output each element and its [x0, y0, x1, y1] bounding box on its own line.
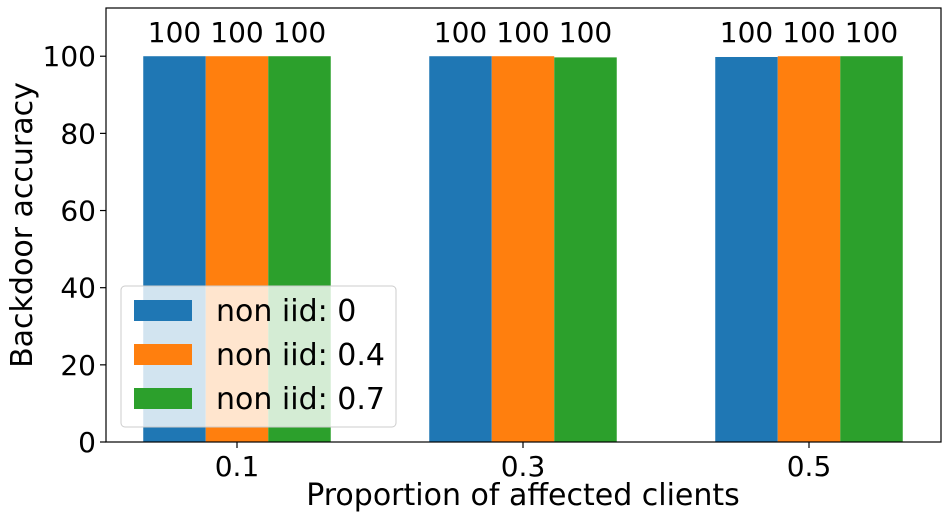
y-tick-label: 0: [78, 426, 96, 459]
bar-1-0-5: [715, 56, 778, 443]
legend: non iid: 0 non iid: 0.4 non iid: 0.7: [120, 285, 397, 428]
bar-value-label: 100: [434, 16, 487, 49]
legend-swatch-non-iid-0-7: [134, 388, 192, 409]
bar-1-0-3: [429, 56, 492, 442]
bar-value-label: 100: [496, 16, 549, 49]
y-tick-label: 60: [60, 195, 96, 228]
bar-value-label: 100: [210, 16, 263, 49]
bar-3-0-3: [554, 57, 617, 443]
x-tick-label: 0.3: [501, 450, 546, 483]
y-tick-label: 20: [60, 349, 96, 382]
bar-value-label: 100: [720, 16, 773, 49]
legend-swatch-non-iid-0: [134, 300, 192, 321]
bar-labels-layer: 100 100 100 100 100 100 100 100 100: [148, 16, 898, 49]
bar-value-label: 100: [845, 16, 898, 49]
y-axis: 0 20 40 60 80 100: [43, 40, 106, 459]
y-tick-label: 40: [60, 272, 96, 305]
legend-swatch-non-iid-0-4: [134, 344, 192, 365]
bar-2-0-3: [491, 56, 555, 442]
legend-label-non-iid-0: non iid: 0: [216, 294, 356, 329]
bar-value-label: 100: [559, 16, 612, 49]
legend-label-non-iid-0-7: non iid: 0.7: [216, 382, 385, 417]
x-axis: 0.1 0.3 0.5: [215, 442, 832, 483]
legend-label-non-iid-0-4: non iid: 0.4: [216, 338, 385, 373]
y-tick-label: 100: [43, 40, 96, 73]
x-axis-label: Proportion of affected clients: [306, 478, 740, 513]
y-axis-label: Backdoor accuracy: [5, 82, 40, 368]
bar-3-0-5: [840, 56, 903, 442]
bar-value-label: 100: [273, 16, 326, 49]
bar-value-label: 100: [782, 16, 835, 49]
x-tick-label: 0.1: [215, 450, 260, 483]
bar-value-label: 100: [148, 16, 201, 49]
bars-layer: [143, 56, 903, 443]
x-tick-label: 0.5: [787, 450, 832, 483]
bar-2-0-5: [777, 56, 841, 442]
y-tick-label: 80: [60, 117, 96, 150]
